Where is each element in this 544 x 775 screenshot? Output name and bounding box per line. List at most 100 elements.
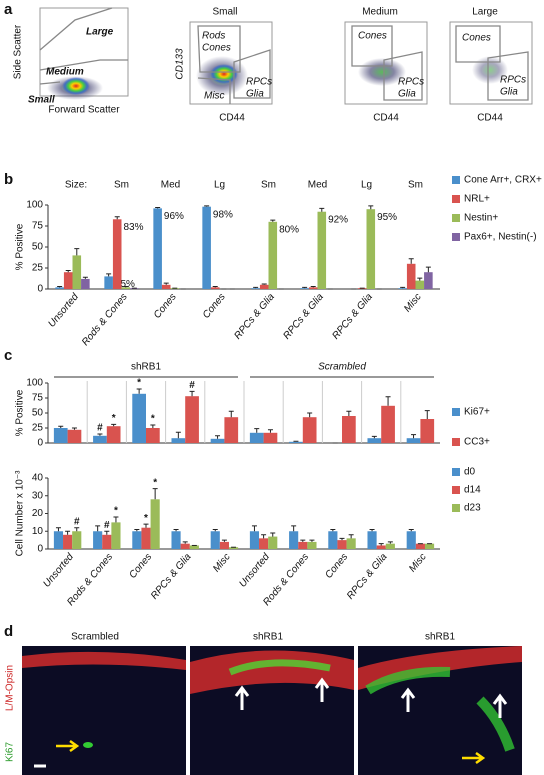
bar — [263, 432, 278, 443]
bar — [300, 288, 309, 289]
error-bar — [182, 541, 188, 544]
error-bar — [368, 205, 374, 210]
gate — [197, 25, 271, 104]
legend-label: d0 — [464, 467, 476, 478]
stain-label: Ki67 — [5, 742, 16, 762]
panel-letter: a — [4, 1, 13, 18]
x-tick-label: Cones — [201, 292, 228, 321]
panel-letter: c — [4, 347, 12, 364]
size-label: Lg — [214, 180, 225, 191]
y-tick-label: 40 — [32, 473, 44, 484]
error-bar — [221, 539, 227, 542]
y-tick-label: 75 — [32, 393, 44, 404]
bar — [210, 531, 220, 549]
gate-label: Small — [28, 95, 55, 106]
bar — [210, 287, 220, 289]
bar — [385, 543, 395, 549]
x-label: Forward Scatter — [48, 105, 120, 116]
bar — [406, 531, 416, 549]
legend-label: CC3+ — [464, 437, 490, 448]
legend-swatch — [452, 176, 460, 184]
size-label: Lg — [361, 180, 372, 191]
error-bar — [411, 434, 417, 439]
error-bar — [261, 534, 267, 539]
error-bar — [387, 541, 393, 544]
scatter-cloud — [358, 58, 406, 86]
legend-swatch — [452, 195, 460, 203]
error-bar — [95, 525, 101, 532]
gate-label: Medium — [46, 67, 84, 78]
y-label: Cell Number x 10⁻³ — [15, 470, 26, 557]
bar — [406, 438, 421, 443]
error-bar — [261, 283, 267, 285]
arrow — [234, 677, 330, 710]
bar — [268, 536, 278, 549]
panel-letter: d — [4, 623, 13, 640]
gate-label: Cones — [202, 43, 231, 54]
x-tick-label: Unsorted — [46, 291, 81, 329]
bar — [224, 417, 239, 443]
bar — [93, 435, 107, 443]
bar — [63, 534, 73, 549]
error-bar — [204, 205, 210, 207]
plot-title: Medium — [362, 7, 398, 18]
error-bar — [106, 273, 112, 277]
bar — [302, 417, 317, 443]
error-bar — [425, 266, 431, 273]
error-bar — [408, 258, 414, 264]
error-bar — [104, 530, 110, 535]
significance: # — [97, 423, 103, 434]
error-bar — [348, 534, 354, 539]
error-bar — [310, 285, 316, 288]
error-bar — [71, 427, 77, 430]
legend-label: NRL+ — [464, 194, 490, 205]
y-tick-label: 25 — [32, 423, 44, 434]
y-label: % Positive — [15, 223, 26, 270]
size-label: Sm — [408, 180, 423, 191]
x-tick-label: Misc — [402, 292, 424, 315]
bar — [342, 416, 356, 443]
gate — [351, 25, 423, 101]
error-bar — [385, 396, 391, 406]
error-bar — [215, 435, 221, 439]
error-bar — [55, 527, 61, 532]
y-label: CD133 — [175, 48, 186, 80]
bar — [259, 538, 269, 549]
error-bar — [400, 286, 406, 289]
bar — [106, 426, 121, 443]
x-tick-label: Cones — [323, 552, 350, 581]
bar — [121, 287, 131, 289]
error-bar — [319, 207, 325, 212]
error-bar — [111, 423, 117, 427]
error-bar — [270, 532, 276, 537]
plot-title: Small — [212, 7, 237, 18]
y-tick-label: 50 — [32, 408, 44, 419]
bar — [249, 531, 260, 549]
bar — [210, 438, 225, 443]
x-tick-label: RPCs & Glia — [345, 551, 390, 601]
error-bar — [424, 410, 430, 419]
arrow — [56, 739, 80, 753]
error-bar — [58, 425, 64, 428]
y-tick-label: 100 — [26, 378, 43, 389]
panel-letter: b — [4, 171, 13, 188]
size-label: Sm — [114, 180, 129, 191]
bar — [72, 531, 82, 549]
size-label: Med — [308, 180, 327, 191]
gate-label: Large — [86, 27, 114, 38]
size-label: Sm — [261, 180, 276, 191]
value-label: 98% — [213, 209, 233, 220]
bar — [93, 531, 103, 549]
error-bar — [371, 435, 377, 439]
legend-swatch — [452, 504, 460, 512]
size-label: Med — [161, 180, 180, 191]
bar — [146, 428, 160, 443]
gate-label: Cones — [462, 33, 491, 44]
y-tick-label: 30 — [32, 490, 44, 501]
error-bar — [65, 270, 71, 273]
bar — [185, 396, 199, 443]
bar — [53, 428, 68, 443]
ki67-cells — [365, 666, 515, 752]
value-label: 83% — [124, 222, 144, 233]
error-bar — [155, 207, 161, 209]
